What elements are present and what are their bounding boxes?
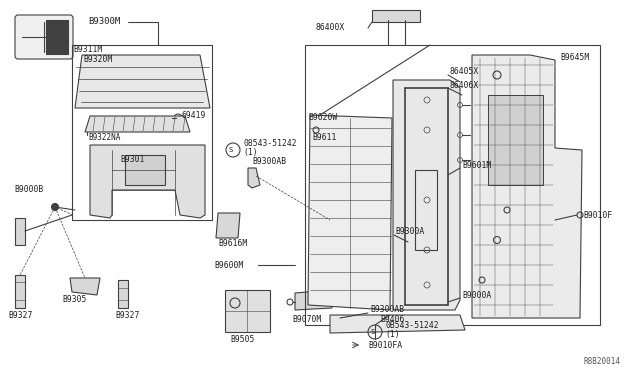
Polygon shape [295, 290, 332, 310]
Circle shape [51, 203, 58, 211]
Text: B9305: B9305 [62, 295, 86, 305]
Text: B9616M: B9616M [218, 240, 247, 248]
Text: B9300M: B9300M [88, 17, 120, 26]
Bar [46, 20, 68, 54]
Text: B9406: B9406 [380, 315, 404, 324]
Polygon shape [85, 116, 190, 132]
Polygon shape [216, 213, 240, 238]
Text: 08543-51242: 08543-51242 [243, 138, 296, 148]
Bar [488, 95, 543, 185]
Polygon shape [15, 275, 25, 308]
Polygon shape [70, 278, 100, 295]
Polygon shape [15, 218, 25, 245]
Text: 86406X: 86406X [450, 80, 479, 90]
Text: S: S [371, 329, 375, 335]
Text: B9300AB: B9300AB [252, 157, 286, 166]
Text: B9301: B9301 [120, 155, 145, 164]
Text: B9070M: B9070M [292, 315, 321, 324]
Text: 69419: 69419 [182, 110, 206, 119]
Bar [72, 45, 212, 220]
Text: B9010F: B9010F [583, 211, 612, 219]
Polygon shape [393, 80, 460, 310]
Polygon shape [472, 55, 582, 318]
Polygon shape [125, 155, 165, 185]
Text: 86405X: 86405X [450, 67, 479, 77]
Text: B9327: B9327 [8, 311, 33, 320]
Text: B9320M: B9320M [83, 55, 112, 64]
Text: B9000B: B9000B [14, 186, 44, 195]
Bar [225, 290, 270, 332]
Bar [415, 170, 437, 250]
Polygon shape [90, 145, 205, 218]
Text: S: S [229, 147, 233, 153]
Text: B9010FA: B9010FA [368, 340, 402, 350]
Text: R8B20014: R8B20014 [583, 357, 620, 366]
Polygon shape [308, 115, 392, 310]
Text: B9620W: B9620W [308, 113, 337, 122]
Text: B9000A: B9000A [462, 291, 492, 299]
Polygon shape [372, 10, 420, 22]
Polygon shape [330, 315, 465, 333]
Bar [305, 45, 600, 325]
Polygon shape [75, 55, 210, 108]
FancyBboxPatch shape [15, 15, 73, 59]
Text: B9327: B9327 [115, 311, 140, 320]
Text: B9505: B9505 [230, 336, 254, 344]
Text: (1): (1) [243, 148, 258, 157]
Text: 0B543-51242: 0B543-51242 [385, 321, 438, 330]
Text: B9601M: B9601M [462, 160, 492, 170]
Polygon shape [118, 280, 128, 308]
Text: B9300A: B9300A [395, 228, 424, 237]
Text: B9322NA: B9322NA [88, 132, 120, 141]
Text: 86400X: 86400X [315, 23, 344, 32]
Text: B9600M: B9600M [214, 260, 243, 269]
Text: B9611: B9611 [312, 134, 337, 142]
Text: B9645M: B9645M [560, 54, 589, 62]
Text: B9311M: B9311M [73, 45, 102, 55]
Text: (1): (1) [385, 330, 399, 339]
Polygon shape [248, 168, 260, 188]
Text: B9300AB: B9300AB [370, 305, 404, 314]
